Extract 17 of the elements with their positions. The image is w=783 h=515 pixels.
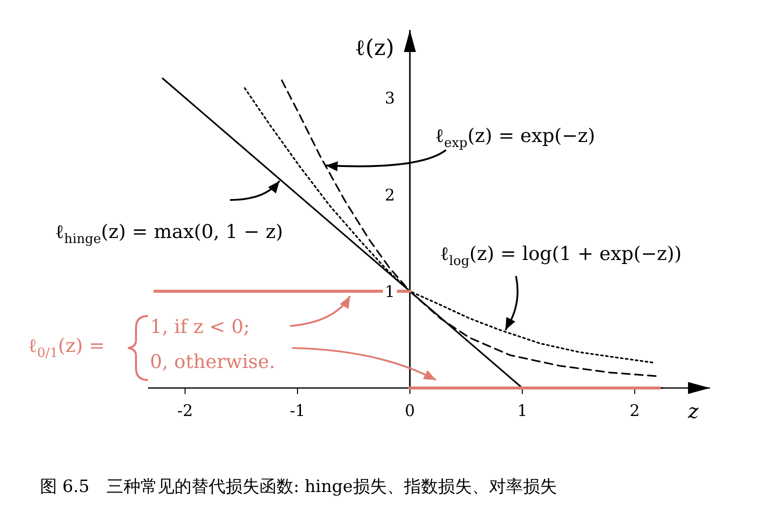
annotation: ℓ$_{exp}$(z) = exp(−z) <box>435 125 596 151</box>
y-tick-label: 3 <box>384 88 395 108</box>
text: 图 6.5 三种常见的替代损失函数: hinge损失、指数损失、对率损失 <box>40 477 557 497</box>
annotation: 1, if z < 0; <box>150 316 250 338</box>
x-tick-label: 0 <box>404 401 415 420</box>
x-tick-label: 1 <box>517 401 528 420</box>
x-tick-label: -1 <box>290 401 306 420</box>
annotation: ℓ$_{log}$(z) = log(1 + exp(−z)) <box>440 243 682 269</box>
annotation: ℓ$_{hinge}$(z) = max(0, 1 − z) <box>55 221 284 247</box>
y-tick-label: 1 <box>384 282 395 302</box>
y-tick-label: 2 <box>384 185 395 204</box>
x-tick-label: 2 <box>630 401 640 420</box>
x-axis-title: z <box>687 399 699 423</box>
text: ℓ$_{0/1}$(z) = <box>28 335 105 361</box>
x-tick-label: -2 <box>177 401 193 420</box>
annotation: 0, otherwise. <box>150 351 276 373</box>
y-axis-title: ℓ(z) <box>354 36 394 61</box>
